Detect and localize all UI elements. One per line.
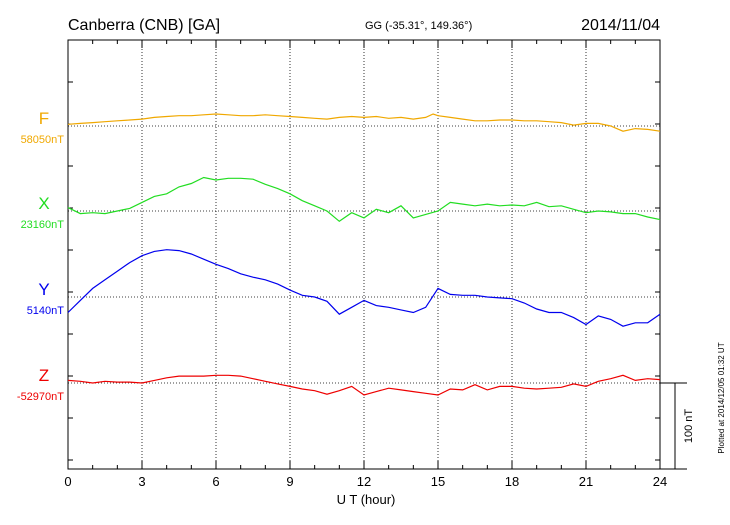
coordinate-label: GG (-35.31°, 149.36°) [365, 20, 472, 32]
x-tick-label: 0 [64, 474, 71, 489]
series-line-f [67, 113, 661, 132]
plot-frame [67, 39, 661, 470]
x-tick-label: 21 [579, 474, 593, 489]
x-tick-label: 6 [212, 474, 219, 489]
plotted-timestamp: Plotted at 2014/12/05 01:32 UT [717, 342, 726, 453]
series-baseline-z: -52970nT [17, 391, 64, 403]
series-baseline-f: 58050nT [21, 134, 65, 146]
series-labels: F 58050nT X 23160nT Y 5140nT Z -52970nT [17, 109, 64, 403]
x-tick-label: 3 [138, 474, 145, 489]
x-tick-label: 9 [286, 474, 293, 489]
series-name-y: Y [38, 280, 49, 299]
series-baseline-x: 23160nT [21, 219, 65, 231]
series-lines [67, 113, 661, 396]
series-line-x [67, 176, 661, 223]
axis-ticks: 0 3 6 9 12 15 18 21 24 [64, 40, 667, 489]
grid-lines [68, 40, 660, 469]
series-name-f: F [39, 109, 49, 128]
x-axis-label: U T (hour) [337, 492, 396, 507]
series-line-y [67, 249, 661, 327]
station-title: Canberra (CNB) [GA] [68, 17, 220, 34]
x-tick-label: 18 [505, 474, 519, 489]
scale-bar-label: 100 nT [683, 409, 695, 444]
x-tick-label: 12 [357, 474, 371, 489]
x-tick-label: 15 [431, 474, 445, 489]
series-name-z: Z [39, 366, 49, 385]
series-baseline-y: 5140nT [27, 305, 65, 317]
date-label: 2014/11/04 [581, 17, 660, 34]
series-name-x: X [38, 194, 49, 213]
x-tick-label: 24 [653, 474, 667, 489]
series-line-z [67, 374, 661, 396]
